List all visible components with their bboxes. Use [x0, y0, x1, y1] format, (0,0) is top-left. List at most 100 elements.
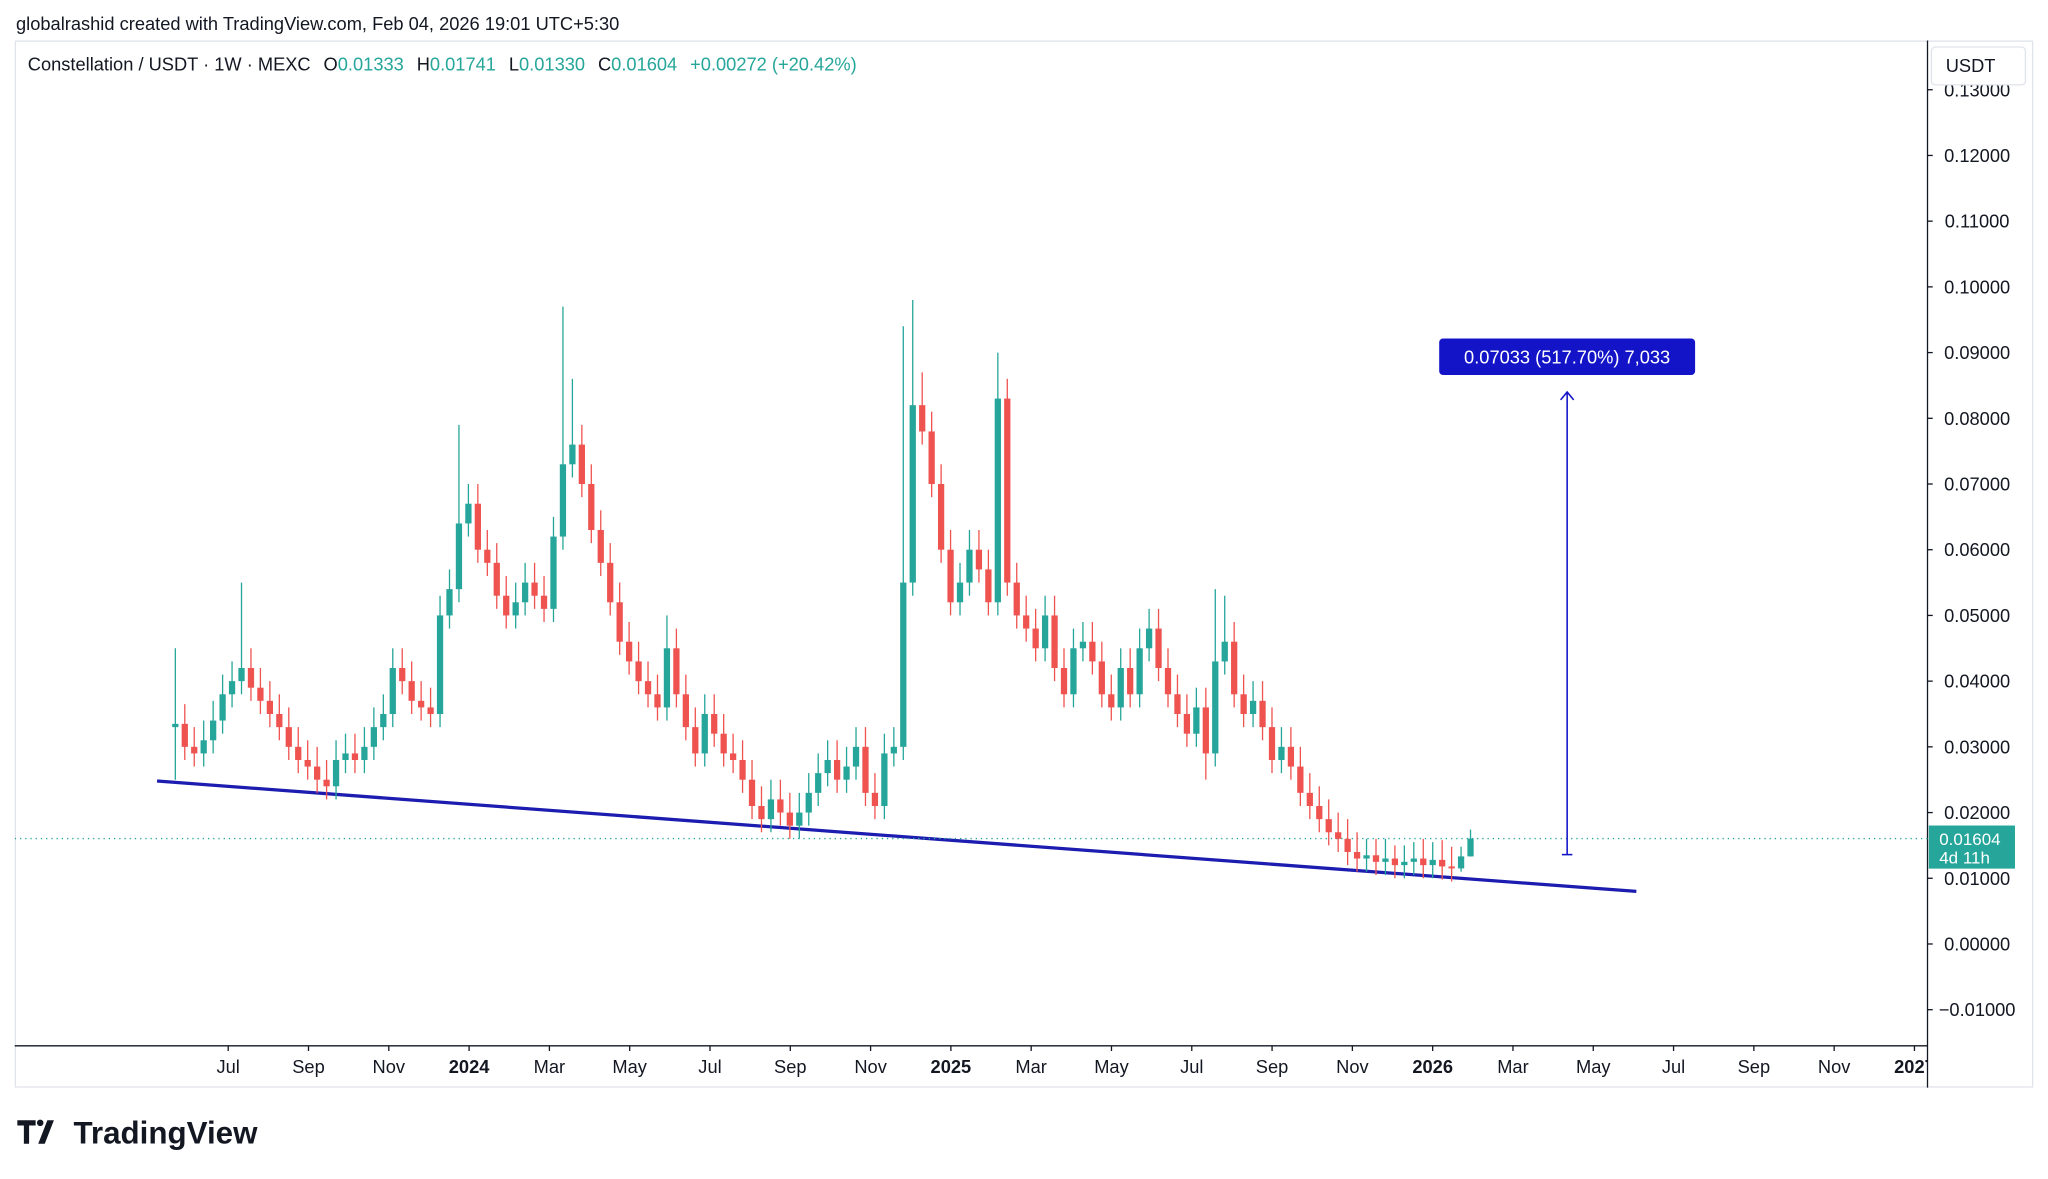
- candle-body: [767, 799, 775, 820]
- candle-body: [1391, 858, 1399, 866]
- candle-body: [1051, 615, 1058, 668]
- x-axis: Jul Sep Nov 2024 Mar May Jul Sep Nov 2025 Mar May Ju…: [217, 1045, 1935, 1077]
- legend-value: 0.01330: [519, 54, 585, 75]
- candle-body: [966, 549, 973, 583]
- candle-body: [484, 549, 491, 563]
- candle-body: [1023, 615, 1030, 629]
- candle-body: [427, 707, 434, 714]
- candle-body: [1117, 667, 1124, 708]
- x-tick-label: Mar: [1015, 1056, 1046, 1077]
- x-tick-label: May: [1094, 1056, 1129, 1077]
- candle-body: [588, 484, 595, 531]
- candle-body: [1070, 648, 1077, 695]
- y-tick-label: 0.07000: [1944, 474, 2010, 495]
- candle-body: [824, 759, 831, 774]
- candle-body: [380, 713, 387, 728]
- candle-body: [758, 805, 765, 820]
- candle-body: [1448, 866, 1455, 869]
- candle-body: [474, 503, 481, 550]
- candle-body: [1127, 667, 1134, 695]
- candle-body: [1457, 856, 1465, 869]
- candle-body: [692, 727, 699, 754]
- candle-body: [1287, 746, 1295, 767]
- last-price-tag: [1928, 825, 2015, 869]
- candle-body: [1013, 582, 1020, 616]
- x-tick-label: Jul: [217, 1056, 240, 1077]
- candle-body: [739, 759, 746, 780]
- x-tick-label: Sep: [292, 1056, 325, 1077]
- candle-body: [1145, 628, 1153, 649]
- y-tick-label: 0.05000: [1944, 605, 2010, 626]
- currency-button[interactable]: [1930, 46, 2027, 86]
- candle-body: [625, 641, 633, 662]
- candle-body: [682, 694, 689, 728]
- candle-body: [210, 720, 217, 741]
- candle-body: [786, 812, 793, 826]
- candle-body: [1098, 661, 1105, 695]
- x-tick-label: Nov: [1818, 1056, 1851, 1077]
- candle-body: [928, 431, 935, 485]
- candle-body: [465, 503, 472, 524]
- candle-body: [1259, 700, 1266, 728]
- candle-body: [361, 746, 368, 760]
- candle-body: [276, 713, 283, 728]
- candle-body: [578, 444, 585, 485]
- x-tick-label: May: [612, 1056, 647, 1077]
- x-tick-label: Jul: [1662, 1056, 1685, 1077]
- candle-body: [1297, 766, 1304, 793]
- legend-label: H: [417, 54, 430, 75]
- candle-body: [370, 727, 377, 747]
- y-tick-label: 0.02000: [1944, 802, 2010, 823]
- candle-body: [975, 549, 983, 570]
- candle-body: [304, 759, 311, 767]
- candle-body: [1372, 855, 1380, 862]
- candle-body: [1193, 707, 1200, 734]
- candle-body: [616, 602, 623, 642]
- currency-label: USDT: [1946, 55, 1996, 76]
- candle-body: [833, 759, 841, 780]
- candle-body: [1316, 805, 1323, 820]
- candle-body: [729, 753, 737, 760]
- candle-body: [531, 582, 538, 596]
- candle-body: [512, 602, 519, 616]
- candle-body: [332, 759, 340, 787]
- candle-body: [247, 667, 255, 688]
- candle-body: [777, 799, 784, 813]
- x-tick-label: Sep: [1738, 1056, 1771, 1077]
- plot-area: 0.07033 (517.70%) 7,033: [14, 300, 1928, 894]
- candle-body: [1004, 398, 1011, 583]
- axes: −0.01000 0.00000 0.01000 0.02000 0.03000 0.04…: [217, 79, 2016, 1077]
- candle-body: [1174, 694, 1181, 714]
- y-tick-label: 0.01000: [1944, 868, 2010, 889]
- candle-body: [1108, 694, 1115, 708]
- candle-body: [597, 530, 604, 563]
- symbol-title: Constellation / USDT · 1W · MEXC: [28, 54, 311, 75]
- candle-body: [919, 405, 926, 432]
- candle-body: [569, 444, 576, 465]
- y-tick-label: 0.00000: [1944, 934, 2010, 955]
- candle-body: [1268, 727, 1276, 760]
- candle-body: [1325, 819, 1332, 833]
- trendline: [156, 779, 1637, 894]
- candle-body: [607, 562, 614, 603]
- candle-body: [295, 746, 302, 760]
- measure-label: 0.07033 (517.70%) 7,033: [1464, 346, 1670, 367]
- candle-body: [673, 648, 680, 695]
- x-tick-label: 2025: [931, 1056, 972, 1077]
- candle-body: [200, 740, 207, 754]
- candle-body: [711, 713, 718, 734]
- logo-dot: [36, 1119, 44, 1127]
- candle-body: [644, 681, 652, 695]
- candle-body: [455, 523, 463, 590]
- candle-body: [1429, 859, 1436, 866]
- candle-body: [1278, 746, 1285, 760]
- x-tick-label: 2027: [1894, 1056, 1935, 1077]
- candle-body: [994, 398, 1001, 603]
- y-tick-label: 0.04000: [1944, 671, 2010, 692]
- candle-body: [1467, 838, 1474, 857]
- candle-body: [881, 753, 888, 806]
- candle-body: [1240, 694, 1247, 714]
- x-tick-label: 2024: [449, 1056, 490, 1077]
